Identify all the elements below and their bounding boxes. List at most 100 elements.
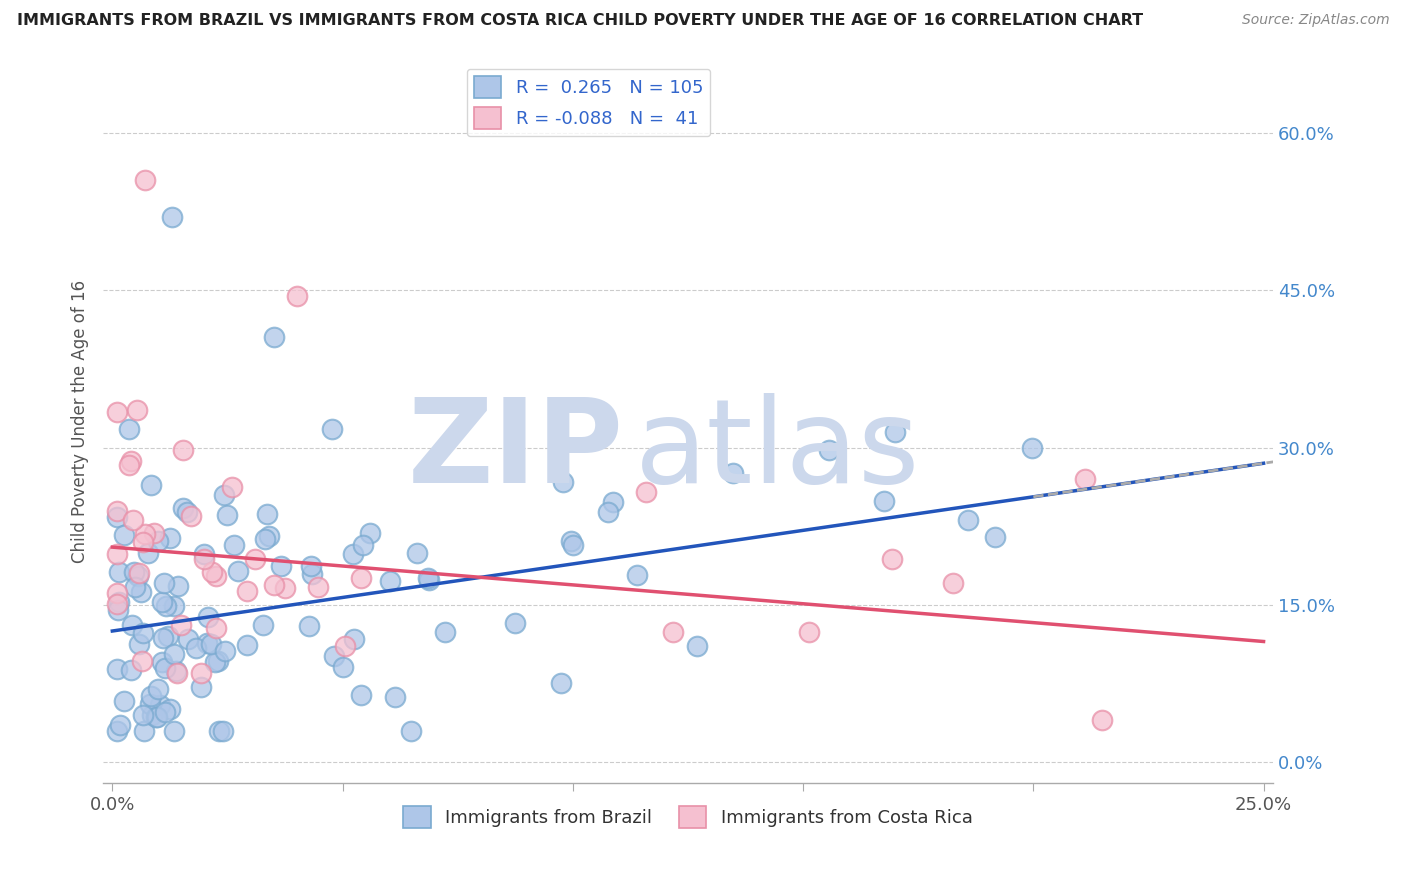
Point — [636, 484, 658, 499]
Point — [299, 559, 322, 574]
Point — [350, 571, 373, 585]
Point — [257, 529, 280, 543]
Point — [560, 534, 582, 549]
Point — [193, 552, 215, 566]
Point — [112, 528, 135, 542]
Point — [141, 707, 163, 722]
Point — [797, 625, 820, 640]
Point — [1021, 441, 1043, 455]
Point — [132, 626, 155, 640]
Point — [256, 507, 278, 521]
Point — [285, 288, 308, 302]
Point — [214, 643, 236, 657]
Point — [150, 595, 173, 609]
Y-axis label: Child Poverty Under the Age of 16: Child Poverty Under the Age of 16 — [72, 280, 89, 563]
Point — [201, 566, 224, 580]
Point — [110, 718, 132, 732]
Point — [195, 636, 218, 650]
Point — [163, 599, 186, 613]
Point — [208, 723, 231, 738]
Point — [503, 615, 526, 630]
Point — [127, 569, 149, 583]
Point — [323, 648, 346, 663]
Point — [207, 654, 229, 668]
Point — [172, 501, 194, 516]
Point — [138, 546, 160, 560]
Point — [190, 665, 212, 680]
Point — [226, 564, 249, 578]
Point — [159, 531, 181, 545]
Legend: Immigrants from Brazil, Immigrants from Costa Rica: Immigrants from Brazil, Immigrants from … — [396, 799, 980, 836]
Point — [405, 545, 427, 559]
Point — [253, 532, 276, 546]
Point — [221, 480, 243, 494]
Point — [307, 580, 329, 594]
Point — [222, 538, 245, 552]
Point — [146, 534, 169, 549]
Point — [204, 656, 226, 670]
Point — [148, 681, 170, 696]
Point — [418, 571, 440, 585]
Point — [384, 690, 406, 705]
Point — [105, 504, 128, 518]
Point — [160, 210, 183, 224]
Point — [180, 508, 202, 523]
Point — [107, 603, 129, 617]
Point — [596, 505, 619, 519]
Point — [873, 494, 896, 508]
Point — [157, 629, 180, 643]
Point — [105, 509, 128, 524]
Point — [167, 579, 190, 593]
Point — [245, 552, 267, 566]
Point — [263, 578, 285, 592]
Point — [125, 403, 148, 417]
Point — [134, 526, 156, 541]
Point — [236, 639, 259, 653]
Point — [399, 723, 422, 738]
Point — [274, 582, 297, 596]
Point — [204, 569, 226, 583]
Point — [152, 631, 174, 645]
Point — [145, 709, 167, 723]
Point — [145, 710, 167, 724]
Point — [150, 655, 173, 669]
Point — [132, 708, 155, 723]
Point — [418, 574, 440, 588]
Point — [122, 566, 145, 580]
Point — [170, 617, 193, 632]
Text: Source: ZipAtlas.com: Source: ZipAtlas.com — [1241, 13, 1389, 28]
Point — [132, 535, 155, 549]
Point — [124, 580, 146, 594]
Text: IMMIGRANTS FROM BRAZIL VS IMMIGRANTS FROM COSTA RICA CHILD POVERTY UNDER THE AGE: IMMIGRANTS FROM BRAZIL VS IMMIGRANTS FRO… — [17, 13, 1143, 29]
Point — [193, 547, 215, 561]
Point — [143, 526, 166, 541]
Point — [352, 538, 374, 552]
Point — [252, 617, 274, 632]
Point — [172, 443, 194, 458]
Text: atlas: atlas — [636, 392, 921, 508]
Point — [139, 689, 162, 703]
Point — [551, 475, 574, 489]
Point — [132, 723, 155, 738]
Point — [212, 723, 235, 738]
Point — [686, 639, 709, 653]
Point — [378, 574, 401, 588]
Point — [235, 584, 257, 599]
Point — [184, 640, 207, 655]
Point — [177, 632, 200, 647]
Point — [166, 665, 188, 680]
Point — [197, 610, 219, 624]
Point — [155, 705, 177, 719]
Point — [129, 584, 152, 599]
Point — [200, 637, 222, 651]
Point — [433, 624, 456, 639]
Point — [884, 425, 907, 439]
Point — [120, 663, 142, 677]
Point — [105, 597, 128, 611]
Point — [662, 625, 685, 640]
Point — [155, 599, 177, 613]
Point — [139, 478, 162, 492]
Point — [343, 632, 366, 646]
Point — [120, 454, 142, 468]
Point — [214, 488, 236, 502]
